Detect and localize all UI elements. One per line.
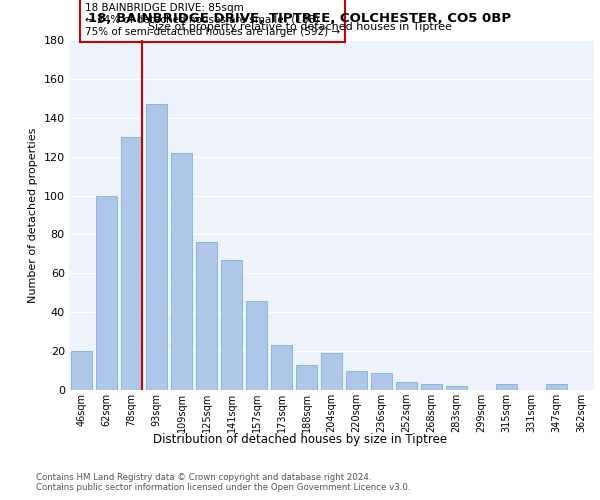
Bar bbox=[371, 372, 392, 390]
Bar bbox=[121, 137, 142, 390]
Bar bbox=[446, 386, 467, 390]
Bar bbox=[346, 370, 367, 390]
Text: Contains HM Land Registry data © Crown copyright and database right 2024.
Contai: Contains HM Land Registry data © Crown c… bbox=[36, 472, 410, 492]
Bar bbox=[71, 351, 92, 390]
Bar bbox=[496, 384, 517, 390]
Bar bbox=[271, 346, 292, 390]
Y-axis label: Number of detached properties: Number of detached properties bbox=[28, 128, 38, 302]
Text: Distribution of detached houses by size in Tiptree: Distribution of detached houses by size … bbox=[153, 432, 447, 446]
Bar bbox=[246, 300, 267, 390]
Bar bbox=[96, 196, 117, 390]
Bar bbox=[296, 364, 317, 390]
Text: 18 BAINBRIDGE DRIVE: 85sqm
← 24% of detached houses are smaller (188)
75% of sem: 18 BAINBRIDGE DRIVE: 85sqm ← 24% of deta… bbox=[85, 4, 340, 36]
Bar bbox=[546, 384, 567, 390]
Bar bbox=[321, 353, 342, 390]
Bar bbox=[221, 260, 242, 390]
Bar bbox=[196, 242, 217, 390]
Bar bbox=[421, 384, 442, 390]
Text: 18, BAINBRIDGE DRIVE, TIPTREE, COLCHESTER, CO5 0BP: 18, BAINBRIDGE DRIVE, TIPTREE, COLCHESTE… bbox=[88, 12, 512, 26]
Bar bbox=[171, 153, 192, 390]
Text: Size of property relative to detached houses in Tiptree: Size of property relative to detached ho… bbox=[148, 22, 452, 32]
Bar bbox=[146, 104, 167, 390]
Bar bbox=[396, 382, 417, 390]
